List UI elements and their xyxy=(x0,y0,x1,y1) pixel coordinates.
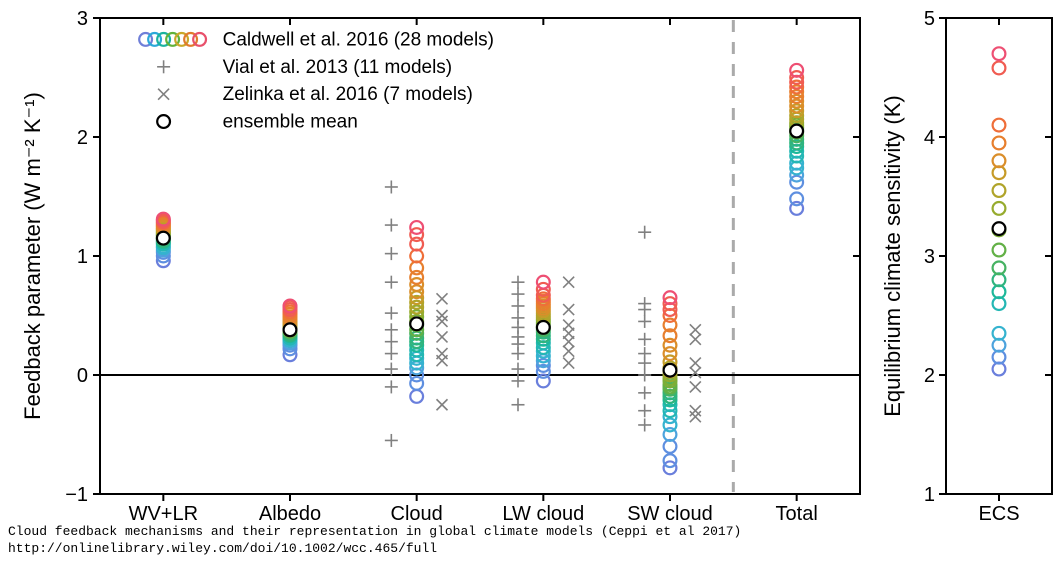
svg-text:2: 2 xyxy=(77,127,88,149)
svg-text:−1: −1 xyxy=(65,484,88,506)
caption: Cloud feedback mechanisms and their repr… xyxy=(8,523,741,558)
svg-text:LW cloud: LW cloud xyxy=(502,503,584,525)
svg-text:Albedo: Albedo xyxy=(259,503,321,525)
svg-text:Zelinka et al. 2016 (7 models): Zelinka et al. 2016 (7 models) xyxy=(223,84,473,105)
svg-text:2: 2 xyxy=(924,365,935,387)
svg-text:1: 1 xyxy=(924,484,935,506)
svg-text:3: 3 xyxy=(77,8,88,30)
chart-svg: −1 0 1 2 3 WV+LR Albedo Cloud LW cloud SW cloud To… xyxy=(0,0,1064,564)
svg-text:Caldwell et al. 2016 (28 model: Caldwell et al. 2016 (28 models) xyxy=(223,29,494,50)
svg-text:5: 5 xyxy=(924,8,935,30)
svg-text:ECS: ECS xyxy=(978,503,1019,525)
caption-line2: http://onlinelibrary.wiley.com/doi/10.10… xyxy=(8,541,437,556)
svg-text:Total: Total xyxy=(776,503,818,525)
svg-text:Cloud: Cloud xyxy=(391,503,443,525)
svg-text:4: 4 xyxy=(924,127,935,149)
svg-text:WV+LR: WV+LR xyxy=(129,503,198,525)
svg-text:0: 0 xyxy=(77,365,88,387)
svg-text:3: 3 xyxy=(924,246,935,268)
svg-text:Equilibrium climate sensitivit: Equilibrium climate sensitivity (K) xyxy=(880,95,905,417)
svg-text:Vial et al. 2013 (11 models): Vial et al. 2013 (11 models) xyxy=(223,57,453,78)
svg-text:SW cloud: SW cloud xyxy=(627,503,713,525)
svg-text:Feedback parameter (W m⁻² K⁻¹): Feedback parameter (W m⁻² K⁻¹) xyxy=(20,92,45,420)
figure-container: −1 0 1 2 3 WV+LR Albedo Cloud LW cloud SW cloud To… xyxy=(0,0,1064,564)
svg-text:1: 1 xyxy=(77,246,88,268)
svg-text:ensemble mean: ensemble mean xyxy=(223,112,358,133)
caption-line1: Cloud feedback mechanisms and their repr… xyxy=(8,524,741,539)
